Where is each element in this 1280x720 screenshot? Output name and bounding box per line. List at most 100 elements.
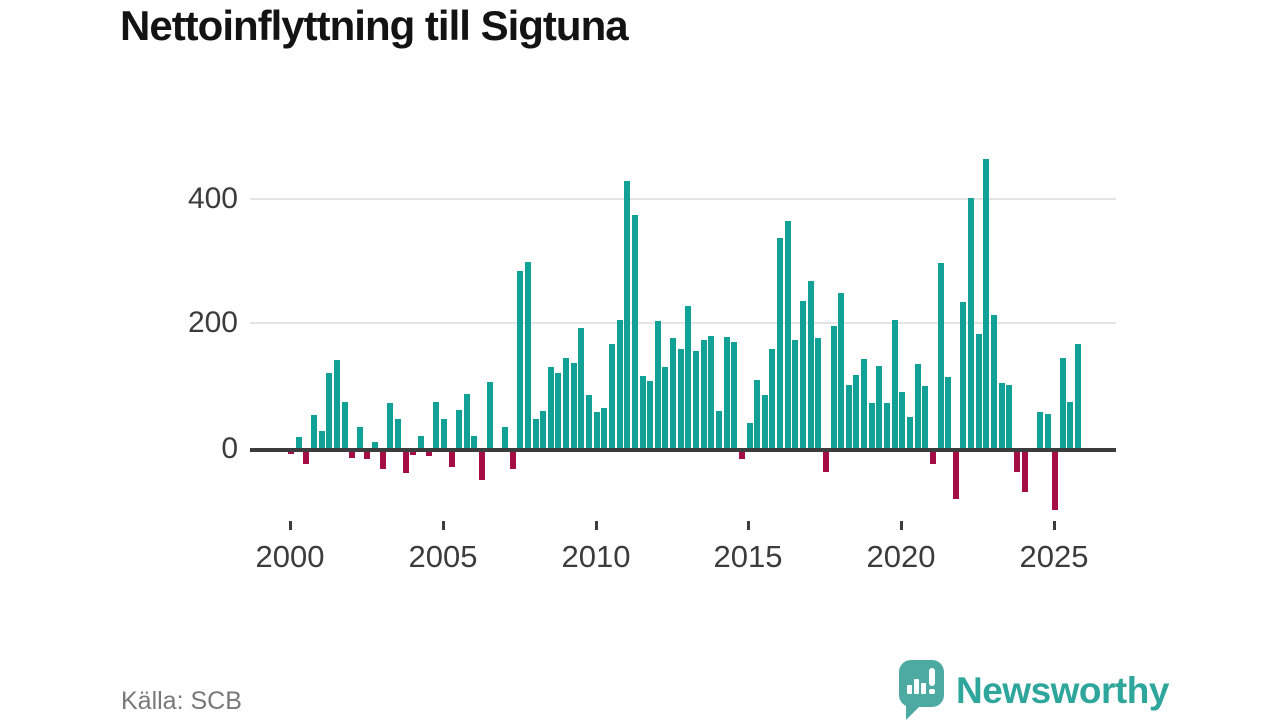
logo-bar-icon: [914, 679, 919, 694]
x-axis-tick: [289, 521, 292, 530]
bar: [387, 403, 394, 450]
bar: [662, 367, 669, 450]
bar: [1052, 450, 1059, 510]
bar: [784, 221, 791, 450]
bar: [761, 395, 768, 450]
bar: [639, 376, 646, 450]
bar: [647, 381, 654, 450]
bar: [486, 382, 493, 450]
bar: [845, 385, 852, 450]
bar: [417, 436, 424, 450]
bar: [1067, 402, 1074, 450]
bar: [524, 262, 531, 450]
bar: [830, 326, 837, 450]
bar: [448, 450, 455, 467]
bar: [769, 349, 776, 450]
y-axis-tick-label: 400: [187, 182, 238, 215]
bar: [975, 334, 982, 450]
bar: [356, 427, 363, 450]
newsworthy-logo-icon: [899, 660, 944, 707]
bar: [547, 367, 554, 450]
x-axis-tick: [595, 521, 598, 530]
bar: [983, 159, 990, 450]
bar: [746, 423, 753, 450]
x-axis-tick: [900, 521, 903, 530]
logo-bar-icon: [921, 683, 926, 694]
brand-name: Newsworthy: [956, 670, 1169, 711]
y-axis-tick-label: 200: [187, 306, 238, 339]
bar: [517, 271, 524, 450]
bar: [807, 281, 814, 450]
logo-exclamation-dot-icon: [929, 689, 935, 694]
bar: [708, 336, 715, 450]
bar: [945, 377, 952, 450]
bar: [288, 450, 294, 454]
bar: [960, 302, 967, 450]
bar: [792, 340, 799, 450]
bar: [723, 337, 730, 450]
chart-title: Nettoinflyttning till Sigtuna: [120, 2, 629, 49]
bar: [440, 419, 447, 450]
bar: [318, 431, 325, 450]
bar: [838, 293, 845, 450]
bar: [608, 344, 615, 450]
bar: [670, 338, 677, 450]
bar: [715, 411, 722, 450]
bar: [1036, 412, 1043, 450]
bar: [616, 320, 623, 450]
bar: [303, 450, 310, 464]
logo-exclamation-icon: [929, 668, 935, 686]
x-axis-tick: [747, 521, 750, 530]
bar: [372, 442, 379, 450]
bar: [952, 450, 959, 499]
bar: [693, 351, 699, 450]
bar: [395, 419, 401, 450]
bar: [884, 403, 890, 450]
bar: [991, 315, 997, 450]
bar: [677, 349, 684, 450]
bar: [379, 450, 386, 469]
x-axis-tick-label: 2000: [255, 539, 325, 574]
bar: [601, 408, 608, 450]
bar-series: [250, 0, 1116, 720]
bar: [563, 358, 570, 450]
bar: [570, 363, 577, 450]
bar: [586, 395, 592, 450]
bar: [815, 338, 822, 450]
logo-bar-icon: [907, 685, 912, 694]
bar: [463, 394, 470, 450]
x-axis-tick-label: 2015: [713, 539, 783, 574]
bar: [540, 411, 547, 450]
bar: [822, 450, 829, 472]
bar: [738, 450, 745, 459]
bar: [509, 450, 516, 469]
bar: [731, 342, 738, 450]
source-attribution: Källa: SCB: [121, 687, 242, 715]
bar: [1044, 414, 1051, 450]
bar: [1059, 358, 1066, 450]
bar: [326, 373, 333, 450]
bar: [891, 320, 898, 450]
bar: [861, 359, 868, 450]
x-axis-tick-label: 2005: [408, 539, 478, 574]
x-axis-zero-line: [250, 448, 1116, 452]
bar: [310, 415, 317, 450]
bar: [868, 403, 875, 450]
bar: [333, 360, 340, 450]
bar: [1006, 385, 1013, 450]
bar: [899, 392, 906, 450]
bar: [624, 181, 631, 450]
bar: [555, 373, 562, 450]
x-axis-tick-label: 2025: [1019, 539, 1089, 574]
bar: [593, 412, 600, 450]
x-axis-tick-label: 2010: [561, 539, 631, 574]
logo-bubble-tail: [906, 705, 921, 720]
bar: [777, 238, 783, 450]
bar: [929, 450, 936, 464]
bar: [914, 364, 921, 450]
bar: [456, 410, 463, 450]
bar: [853, 375, 860, 450]
bar: [876, 366, 883, 450]
y-axis-tick-label: 0: [221, 432, 238, 465]
